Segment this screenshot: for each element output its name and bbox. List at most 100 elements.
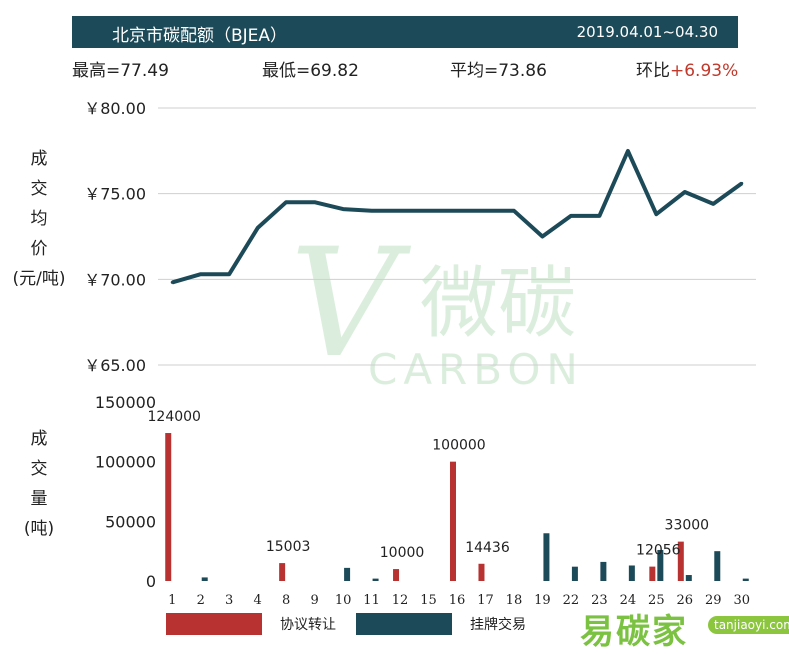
x-tick-label: 12 <box>392 593 409 608</box>
price-tick-label: ￥75.00 <box>84 185 146 204</box>
price-tick-label: ￥65.00 <box>84 356 146 375</box>
agreement-bar <box>279 563 286 581</box>
price-axis-label-line: 价 <box>30 239 48 259</box>
listed-bar <box>714 551 721 581</box>
listed-bar <box>742 578 749 581</box>
x-tick-label: 22 <box>563 593 580 608</box>
price-point <box>227 272 231 276</box>
x-tick-label: 4 <box>254 593 262 608</box>
x-tick-label: 25 <box>648 593 665 608</box>
price-point <box>569 214 573 218</box>
legend-swatch-agreement <box>166 613 262 635</box>
agreement-data-label: 12056 <box>636 543 681 559</box>
price-point <box>313 200 317 204</box>
price-point <box>740 181 744 185</box>
header-bar: 北京市碳配额（BJEA） 2019.04.01~04.30 <box>72 16 738 48</box>
volume-axis-label-line: 交 <box>30 459 48 479</box>
price-point <box>711 202 715 206</box>
x-tick-label: 10 <box>335 593 352 608</box>
stat-mom-value: +6.93% <box>670 61 739 81</box>
stat-mom-label: 环比 <box>636 61 670 81</box>
x-tick-label: 1 <box>168 593 176 608</box>
stat-low: 最低=69.82 <box>262 61 359 81</box>
price-tick-label: ￥70.00 <box>84 270 146 289</box>
brand-url: tanjiaoyi.com <box>708 616 789 634</box>
price-point <box>540 235 544 238</box>
volume-tick-label: 0 <box>146 572 156 591</box>
price-point <box>427 209 431 213</box>
chart-title: 北京市碳配额（BJEA） <box>112 26 288 46</box>
x-tick-label: 30 <box>733 593 750 608</box>
listed-bar <box>571 566 578 581</box>
watermark-cn: 微碳 <box>420 259 576 349</box>
date-range: 2019.04.01~04.30 <box>576 23 718 41</box>
price-point <box>256 226 260 230</box>
x-tick-label: 8 <box>282 593 290 608</box>
listed-bar <box>685 575 692 581</box>
listed-bar <box>372 578 379 581</box>
legend-agreement: 协议转让 <box>280 617 336 633</box>
listed-bar <box>628 565 635 581</box>
stat-avg: 平均=73.86 <box>450 61 547 81</box>
agreement-data-label: 15003 <box>266 539 311 555</box>
listed-bar <box>600 561 607 581</box>
price-point <box>455 209 459 213</box>
listed-bar <box>543 533 550 581</box>
price-point <box>512 209 516 213</box>
x-tick-label: 29 <box>705 593 722 608</box>
x-tick-label: 26 <box>677 593 694 608</box>
agreement-bar <box>393 569 400 581</box>
x-tick-label: 23 <box>591 593 608 608</box>
price-point <box>626 149 630 153</box>
volume-tick-label: 50000 <box>105 512 156 531</box>
x-tick-label: 17 <box>477 593 494 608</box>
x-tick-label: 9 <box>310 593 318 608</box>
price-point <box>370 209 374 213</box>
watermark-en: CARBON <box>368 345 584 394</box>
price-point <box>199 272 203 276</box>
volume-axis-label-line: 成 <box>30 429 48 449</box>
volume-axis-label-line: (吨) <box>23 519 55 539</box>
volume-axis-label: 成 交 量 (吨) <box>4 424 74 544</box>
legend-swatch-listed <box>356 613 452 635</box>
stat-high: 最高=77.49 <box>72 61 169 81</box>
agreement-data-label: 100000 <box>432 438 485 454</box>
agreement-data-label: 124000 <box>148 409 201 425</box>
price-tick-label: ￥80.00 <box>84 99 146 118</box>
price-point <box>597 214 601 218</box>
agreement-bar <box>450 461 456 581</box>
volume-tick-label: 150000 <box>95 393 156 412</box>
price-point <box>398 209 402 213</box>
x-tick-label: 2 <box>197 593 205 608</box>
x-tick-label: 18 <box>506 593 523 608</box>
agreement-bar <box>165 433 172 581</box>
listed-bar <box>201 577 208 581</box>
agreement-bar <box>649 566 656 581</box>
x-tick-label: 15 <box>420 593 437 608</box>
volume-axis-label-line: 量 <box>30 489 48 509</box>
price-point <box>483 209 487 213</box>
stat-mom: 环比+6.93% <box>636 56 738 81</box>
price-point <box>341 207 345 211</box>
price-axis-label-line: 均 <box>30 209 48 229</box>
price-axis-label-line: (元/吨) <box>12 269 66 289</box>
x-tick-label: 16 <box>449 593 466 608</box>
x-tick-label: 24 <box>620 593 637 608</box>
watermark: V 微碳 CARBON <box>290 217 584 394</box>
agreement-data-label: 10000 <box>380 545 425 561</box>
volume-tick-label: 100000 <box>95 453 156 472</box>
listed-bar <box>344 567 351 581</box>
price-point <box>654 212 658 216</box>
agreement-bar <box>677 541 684 581</box>
brand-logo: 易碳家 <box>580 612 688 652</box>
price-axis-label-line: 交 <box>30 179 48 199</box>
price-point <box>683 190 687 194</box>
price-point <box>170 280 174 284</box>
legend-listed: 挂牌交易 <box>470 617 526 633</box>
agreement-data-label: 33000 <box>665 518 710 534</box>
watermark-v-logo: V <box>290 217 412 391</box>
price-point <box>284 200 288 204</box>
x-tick-label: 11 <box>363 593 380 608</box>
price-axis-label: 成 交 均 价 (元/吨) <box>4 144 74 294</box>
